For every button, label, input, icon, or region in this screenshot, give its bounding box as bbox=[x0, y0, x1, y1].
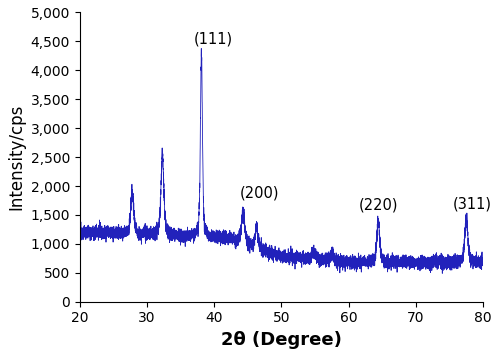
Y-axis label: Intensity/cps: Intensity/cps bbox=[7, 104, 25, 210]
Text: (220): (220) bbox=[358, 197, 398, 212]
Text: (200): (200) bbox=[240, 185, 279, 200]
Text: (311): (311) bbox=[453, 197, 492, 211]
Text: (111): (111) bbox=[194, 31, 233, 46]
X-axis label: 2θ (Degree): 2θ (Degree) bbox=[221, 331, 342, 349]
